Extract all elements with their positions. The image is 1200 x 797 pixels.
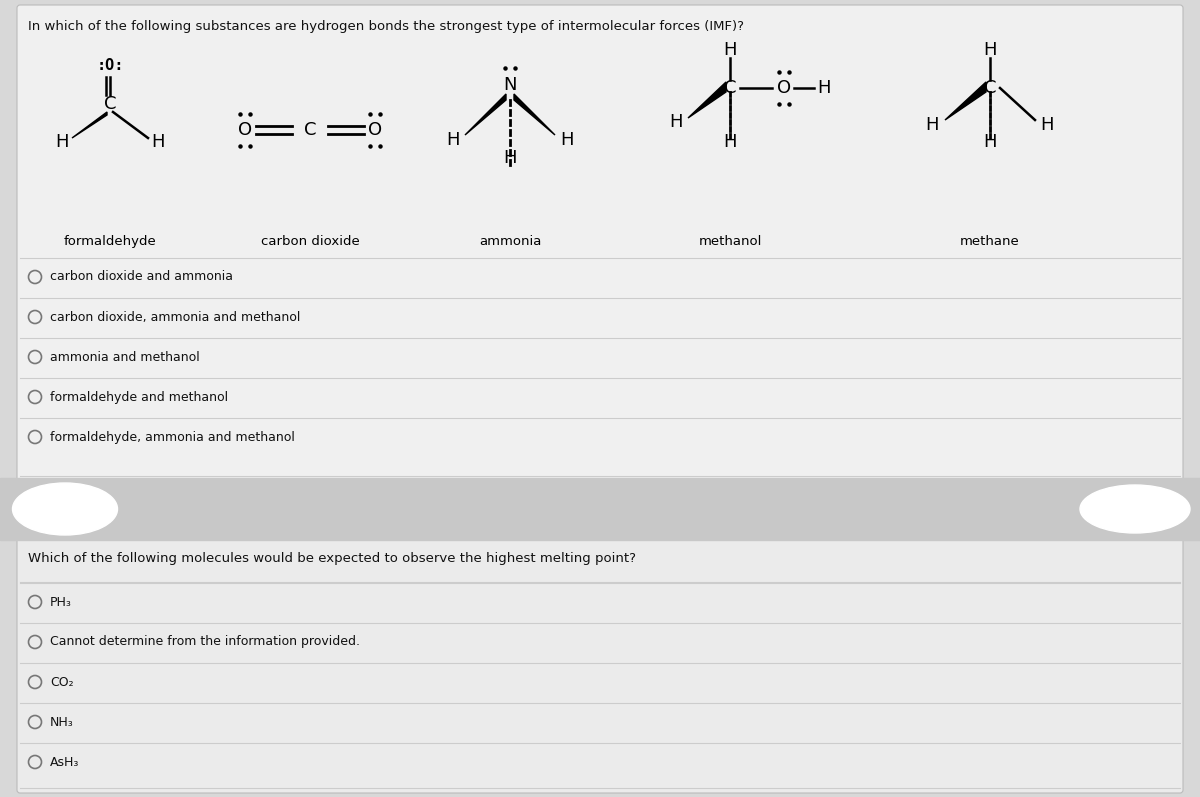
Text: PH₃: PH₃ bbox=[50, 595, 72, 608]
Text: carbon dioxide: carbon dioxide bbox=[260, 235, 359, 248]
Text: H: H bbox=[151, 133, 164, 151]
Text: N: N bbox=[503, 76, 517, 94]
Text: O: O bbox=[368, 121, 382, 139]
Ellipse shape bbox=[1080, 485, 1190, 533]
Text: ammonia and methanol: ammonia and methanol bbox=[50, 351, 199, 363]
Polygon shape bbox=[688, 82, 726, 118]
Text: ammonia: ammonia bbox=[479, 235, 541, 248]
Text: methanol: methanol bbox=[698, 235, 762, 248]
Text: CO₂: CO₂ bbox=[50, 676, 73, 689]
Text: carbon dioxide and ammonia: carbon dioxide and ammonia bbox=[50, 270, 233, 284]
FancyBboxPatch shape bbox=[17, 5, 1183, 481]
Text: H: H bbox=[724, 41, 737, 59]
Text: Which of the following molecules would be expected to observe the highest meltin: Which of the following molecules would b… bbox=[28, 552, 636, 565]
Text: Cannot determine from the information provided.: Cannot determine from the information pr… bbox=[50, 635, 360, 649]
Text: H: H bbox=[55, 133, 68, 151]
FancyBboxPatch shape bbox=[17, 537, 1183, 793]
Text: C: C bbox=[304, 121, 317, 139]
Text: O: O bbox=[238, 121, 252, 139]
Text: AsH₃: AsH₃ bbox=[50, 756, 79, 768]
Text: H: H bbox=[817, 79, 830, 97]
Text: H: H bbox=[670, 113, 683, 131]
Text: H: H bbox=[983, 133, 997, 151]
Text: C: C bbox=[103, 95, 116, 113]
Text: H: H bbox=[503, 149, 517, 167]
Text: H: H bbox=[983, 41, 997, 59]
Text: H: H bbox=[925, 116, 938, 134]
Text: carbon dioxide, ammonia and methanol: carbon dioxide, ammonia and methanol bbox=[50, 311, 300, 324]
Polygon shape bbox=[72, 112, 107, 138]
Text: formaldehyde and methanol: formaldehyde and methanol bbox=[50, 391, 228, 403]
Text: C: C bbox=[984, 79, 996, 97]
Text: O: O bbox=[776, 79, 791, 97]
Text: C: C bbox=[724, 79, 737, 97]
Polygon shape bbox=[466, 94, 506, 135]
Ellipse shape bbox=[12, 483, 118, 535]
Text: :O:: :O: bbox=[96, 57, 124, 73]
Text: In which of the following substances are hydrogen bonds the strongest type of in: In which of the following substances are… bbox=[28, 20, 744, 33]
Text: formaldehyde, ammonia and methanol: formaldehyde, ammonia and methanol bbox=[50, 430, 295, 443]
Text: methane: methane bbox=[960, 235, 1020, 248]
Polygon shape bbox=[514, 94, 554, 135]
Text: formaldehyde: formaldehyde bbox=[64, 235, 156, 248]
Text: NH₃: NH₃ bbox=[50, 716, 73, 728]
Bar bbox=[0, 478, 1200, 540]
Text: H: H bbox=[1040, 116, 1054, 134]
Text: H: H bbox=[446, 131, 460, 149]
Polygon shape bbox=[946, 82, 986, 120]
Text: H: H bbox=[560, 131, 574, 149]
Text: H: H bbox=[724, 133, 737, 151]
